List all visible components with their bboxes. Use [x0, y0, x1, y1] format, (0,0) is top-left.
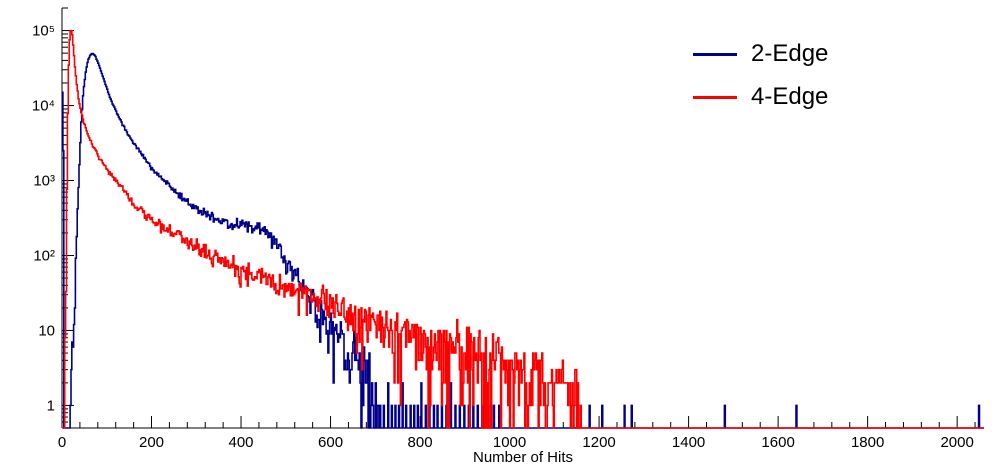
- legend-entry-4-edge: 4-Edge: [693, 83, 828, 112]
- x-tick-label: 0: [58, 434, 66, 451]
- legend-label-2-edge: 2-Edge: [751, 40, 829, 67]
- x-tick-label: 1600: [761, 434, 794, 451]
- legend: 2-Edge 4-Edge: [693, 40, 828, 112]
- y-tick-label: 10⁵: [32, 23, 55, 40]
- legend-line-swatch-2-edge-icon: [693, 52, 737, 56]
- axes: [61, 8, 984, 429]
- x-tick-label: 800: [408, 434, 433, 451]
- y-tick-label: 10²: [33, 247, 55, 264]
- x-tick-label: 1200: [582, 434, 615, 451]
- x-tick-label: 1400: [672, 434, 705, 451]
- series-2-edge-curve: [62, 52, 984, 429]
- x-tick-label: 400: [229, 434, 254, 451]
- x-tick-label: 600: [318, 434, 343, 451]
- x-tick-label: 1000: [493, 434, 526, 451]
- y-tick-label: 10⁴: [32, 98, 55, 115]
- x-tick-label: 1800: [851, 434, 884, 451]
- legend-entry-2-edge: 2-Edge: [693, 40, 828, 69]
- legend-label-4-edge: 4-Edge: [751, 82, 829, 110]
- y-tick-label: 10³: [33, 173, 55, 190]
- x-axis-ticks: [61, 416, 976, 428]
- legend-line-swatch-4-edge-icon: [693, 95, 737, 99]
- series-4-edge-curve: [62, 29, 984, 429]
- x-tick-label: 2000: [940, 434, 973, 451]
- y-tick-label: 10: [38, 322, 55, 339]
- x-tick-label: 200: [139, 434, 164, 451]
- y-tick-label: 1: [47, 397, 55, 414]
- x-axis-title: Number of Hits: [472, 449, 574, 466]
